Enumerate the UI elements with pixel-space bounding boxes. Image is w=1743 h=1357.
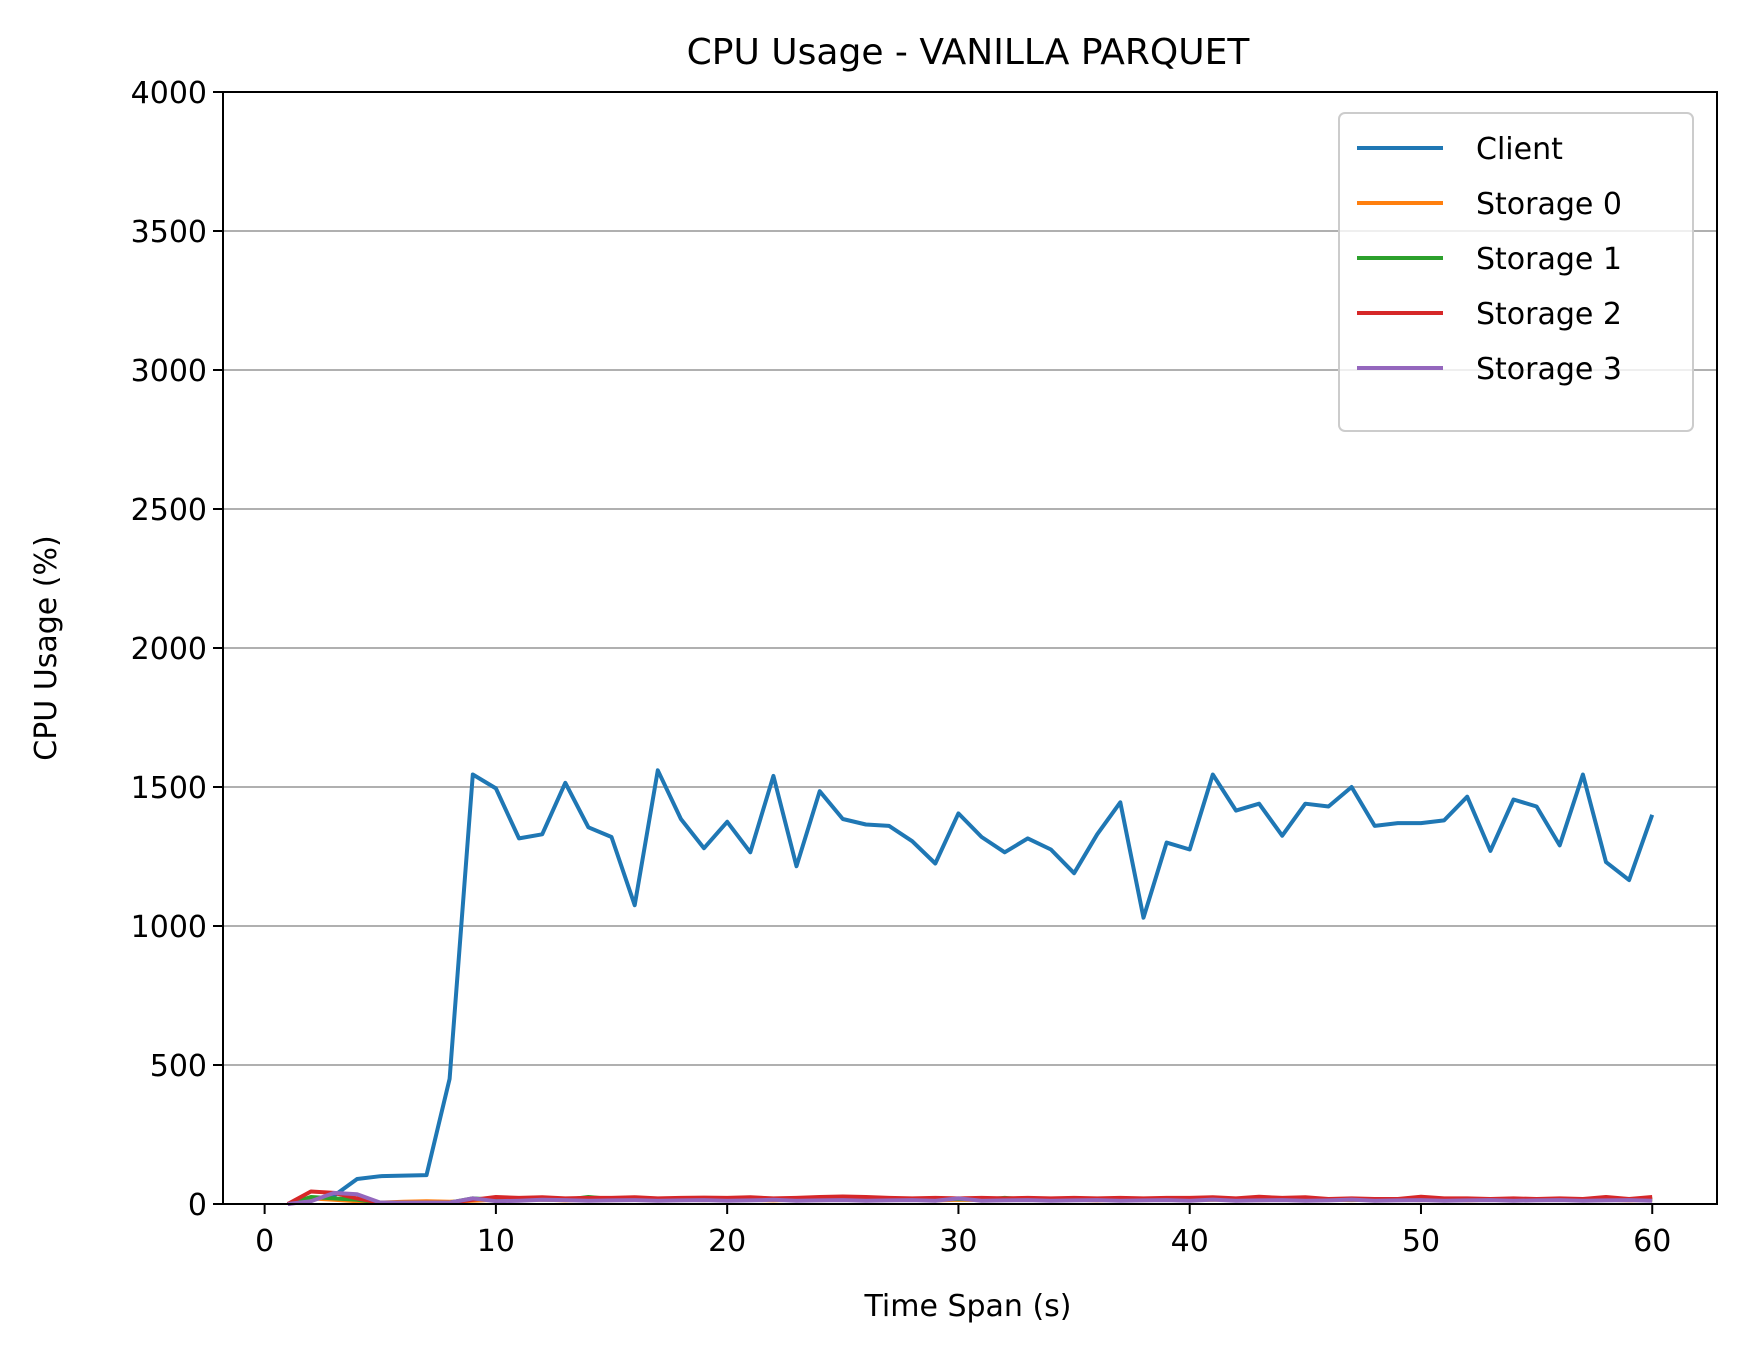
legend-box: [1338, 112, 1694, 432]
y-tick-label: 1500: [131, 771, 207, 806]
legend-label-storage-2: Storage 2: [1476, 297, 1622, 332]
chart-title: CPU Usage - VANILLA PARQUET: [687, 32, 1251, 73]
series-line-client: [287, 768, 1655, 1206]
legend-label-storage-0: Storage 0: [1476, 187, 1622, 222]
x-tick-label: 50: [1402, 1224, 1440, 1259]
y-tick-label: 4000: [131, 76, 207, 111]
y-tick-label: 0: [188, 1188, 207, 1223]
series-lines: [286, 768, 1655, 1206]
legend-entries: Client Storage 0 Storage 1 Storage 2 Storage…: [1357, 132, 1622, 387]
legend-label-storage-1: Storage 1: [1476, 242, 1622, 277]
y-axis-ticks: 0 500 1000 1500 2000 2500 3000 3500 4000: [131, 76, 223, 1223]
x-axis-label: Time Span (s): [863, 1289, 1071, 1324]
y-axis-label: CPU Usage (%): [29, 535, 64, 760]
y-tick-label: 1000: [131, 910, 207, 945]
x-tick-label: 40: [1171, 1224, 1209, 1259]
x-tick-label: 60: [1633, 1224, 1671, 1259]
y-tick-label: 500: [150, 1049, 207, 1084]
y-tick-label: 2500: [131, 493, 207, 528]
series-line-storage-3: [287, 1190, 1653, 1206]
legend-label-client: Client: [1476, 132, 1563, 167]
legend: Client Storage 0 Storage 1 Storage 2 Storage…: [1338, 112, 1694, 432]
legend-label-storage-3: Storage 3: [1476, 352, 1622, 387]
x-tick-label: 20: [708, 1224, 746, 1259]
x-tick-label: 10: [477, 1224, 515, 1259]
y-tick-label: 3000: [131, 354, 207, 389]
x-tick-label: 0: [255, 1224, 274, 1259]
x-axis-ticks: 0 10 20 30 40 50 60: [255, 1204, 1671, 1259]
y-tick-label: 2000: [131, 632, 207, 667]
x-tick-label: 30: [939, 1224, 977, 1259]
y-tick-label: 3500: [131, 215, 207, 250]
